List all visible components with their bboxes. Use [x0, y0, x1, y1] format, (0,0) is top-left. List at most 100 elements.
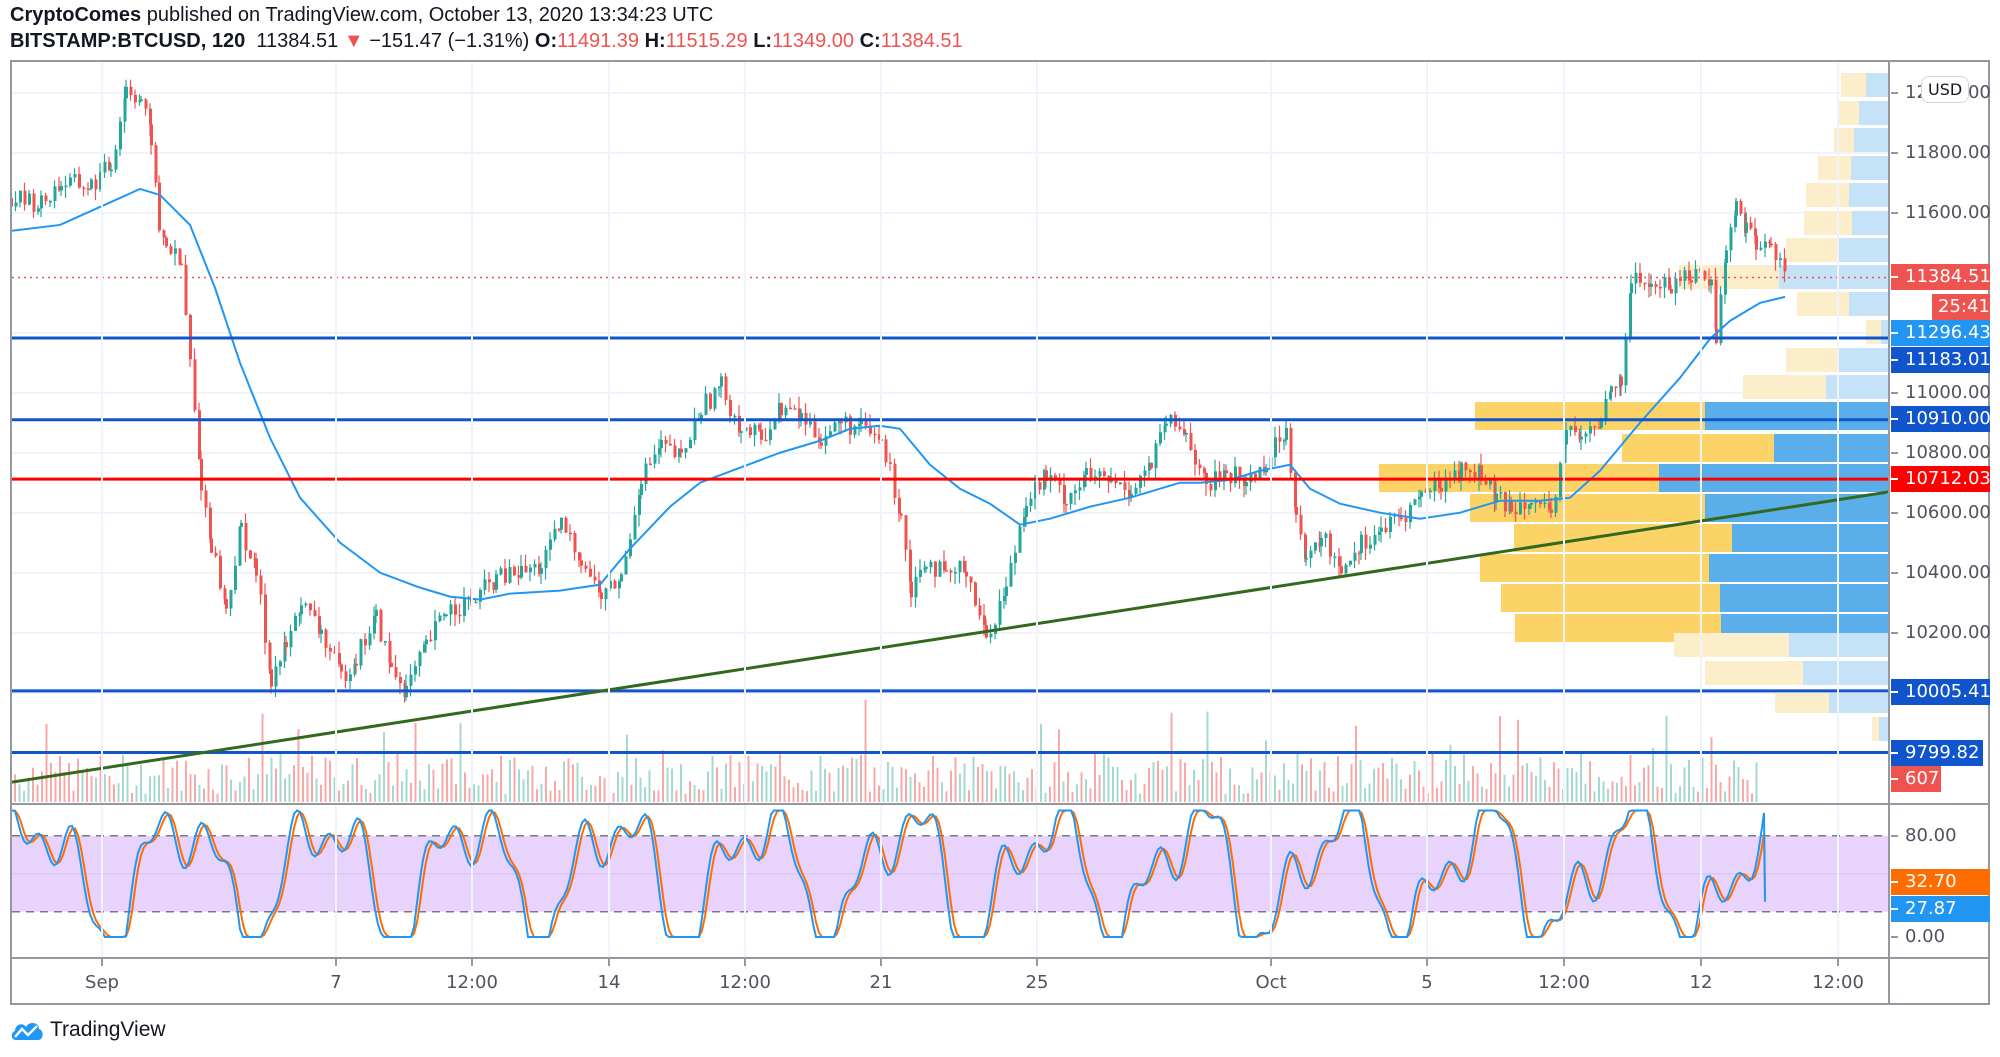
- volume-bar: [369, 792, 372, 802]
- volume-bar: [18, 784, 21, 802]
- volume-bar: [1373, 768, 1375, 802]
- volume-bar: [257, 774, 259, 802]
- volume-bar: [671, 768, 673, 802]
- volume-bar: [140, 764, 142, 802]
- volume-bar: [590, 785, 592, 802]
- volume-bar: [459, 723, 462, 802]
- vp-row-up: [1743, 375, 1826, 399]
- tradingview-logo[interactable]: TradingView: [10, 1018, 166, 1042]
- volume-bar: [126, 764, 129, 802]
- volume-bar: [792, 787, 795, 802]
- volume-bar: [1409, 774, 1411, 802]
- volume-bar: [945, 791, 948, 802]
- volume-bar: [1688, 759, 1690, 802]
- author-name[interactable]: CryptoComes: [10, 4, 142, 26]
- volume-bar: [689, 781, 691, 802]
- volume-bar: [720, 788, 723, 802]
- volume-bar: [1386, 778, 1389, 802]
- vp-row-up: [1872, 717, 1879, 741]
- volume-bar: [243, 776, 246, 802]
- volume-bar: [1499, 715, 1501, 802]
- price-axis[interactable]: [1890, 60, 1990, 1005]
- price-ma-value-label: 11296.43: [1891, 320, 1991, 346]
- volume-bar: [203, 788, 205, 802]
- close-value: 11384.51: [880, 30, 963, 52]
- volume-bar: [50, 762, 52, 802]
- chart-frame: [10, 60, 1890, 1005]
- volume-bar: [1526, 763, 1528, 802]
- vp-row-up: [1674, 633, 1789, 657]
- volume-bar: [954, 757, 957, 802]
- volume-bar: [1607, 788, 1609, 802]
- volume-bar: [509, 760, 511, 802]
- volume-bar: [1013, 771, 1015, 802]
- volume-bar: [396, 751, 399, 802]
- time-axis-label: 21: [869, 972, 893, 993]
- volume-bar: [963, 763, 966, 802]
- price-level-9799-label: 9799.82: [1891, 740, 1983, 766]
- price-tick-label: 80.00: [1905, 825, 1957, 846]
- volume-bar: [1026, 777, 1029, 802]
- volume-bar: [761, 765, 763, 802]
- time-axis-label: 12:00: [1538, 972, 1590, 993]
- vp-row-down: [1839, 238, 1889, 262]
- volume-bar: [477, 785, 480, 802]
- volume-bar: [1139, 793, 1141, 802]
- symbol-legend: BITSTAMP:BTCUSD, 120 11384.51 ▼ −151.47 …: [10, 30, 963, 53]
- volume-bar: [1283, 763, 1285, 802]
- price-tick-label: 10200.00: [1905, 622, 1991, 643]
- volume-bar: [684, 793, 687, 802]
- volume-bar: [1665, 715, 1668, 802]
- volume-bar: [1472, 766, 1474, 802]
- volume-bar: [1431, 753, 1434, 802]
- volume-bar: [185, 760, 187, 802]
- price-level-10910-label: 10910.00: [1891, 406, 1991, 432]
- volume-bar: [1449, 744, 1452, 802]
- vp-row-up: [1786, 348, 1839, 372]
- volume-bar: [1242, 793, 1245, 802]
- tradingview-cloud-icon: [11, 1023, 43, 1040]
- volume-bar: [198, 784, 201, 802]
- time-axis-label: Sep: [85, 972, 119, 993]
- volume-bar: [918, 782, 921, 802]
- volume-bar: [1580, 751, 1582, 802]
- volume-bar: [293, 765, 295, 802]
- volume-bar: [387, 761, 390, 802]
- volume-bar: [1674, 792, 1677, 802]
- volume-bar: [189, 774, 192, 802]
- volume-bar: [1683, 767, 1686, 802]
- vp-row-up: [1804, 211, 1852, 235]
- symbol-name[interactable]: BITSTAMP:BTCUSD, 120: [10, 30, 246, 52]
- volume-bar: [1116, 766, 1119, 802]
- volume-bar: [1494, 773, 1497, 802]
- volume-bar: [567, 758, 570, 802]
- volume-bar: [374, 780, 376, 802]
- volume-bar: [405, 769, 408, 802]
- volume-bar: [90, 775, 93, 802]
- volume-bar: [851, 757, 853, 802]
- volume-bar: [360, 785, 363, 802]
- volume-bar: [779, 754, 781, 802]
- volume-bar: [482, 774, 484, 802]
- time-axis-label: 7: [330, 972, 342, 993]
- volume-bar: [1238, 785, 1240, 802]
- volume-bar: [617, 772, 619, 802]
- volume-bar: [896, 787, 898, 802]
- currency-button[interactable]: USD: [1921, 76, 1970, 103]
- volume-bar: [563, 761, 565, 802]
- vp-row-up: [1514, 524, 1732, 552]
- volume-bar: [936, 767, 939, 802]
- volume-bar: [167, 787, 169, 802]
- volume-bar: [356, 757, 358, 802]
- volume-bar: [1341, 785, 1344, 802]
- volume-bar: [842, 765, 844, 802]
- volume-bar: [878, 785, 880, 802]
- volume-bar: [342, 783, 345, 802]
- vp-row-down: [1881, 320, 1889, 344]
- volume-bar: [1265, 740, 1267, 802]
- volume-bar: [1184, 762, 1186, 802]
- volume-bar: [441, 763, 444, 802]
- volume-bar: [1040, 723, 1042, 802]
- volume-bar: [1634, 785, 1636, 802]
